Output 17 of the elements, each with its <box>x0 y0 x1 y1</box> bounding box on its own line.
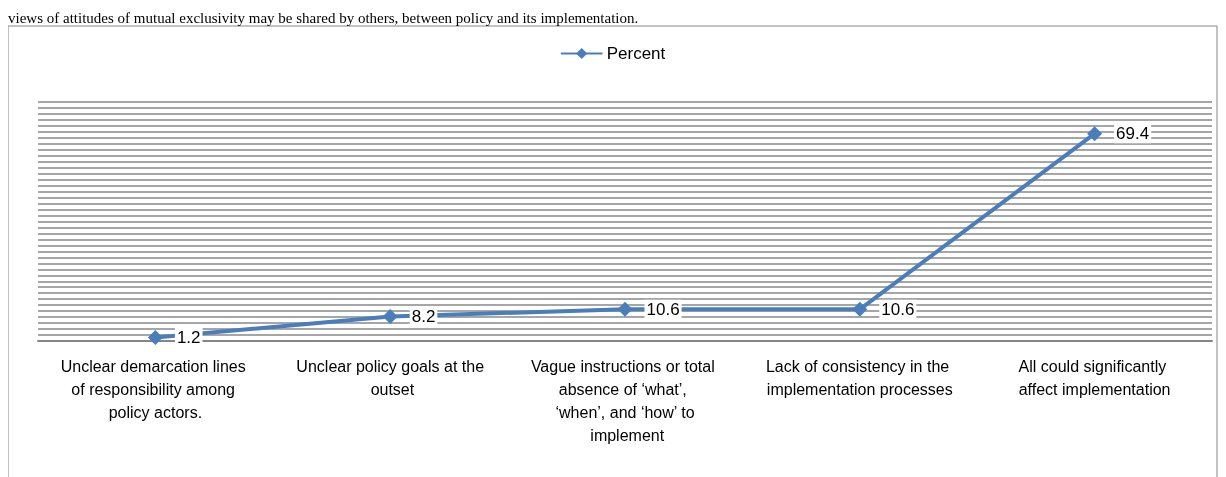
legend-label: Percent <box>606 44 666 63</box>
data-label: 10.6 <box>881 299 915 319</box>
data-label: 8.2 <box>411 307 436 326</box>
data-label: 69.4 <box>1116 124 1150 144</box>
x-tick-label: Unclear demarcation lines of responsibility among policy actors. <box>60 358 251 421</box>
point <box>852 301 868 317</box>
x-tick-label: All could significantly affect implementation <box>1018 358 1171 398</box>
point <box>147 329 163 345</box>
data-label: 10.6 <box>646 299 680 319</box>
x-tick-label: Vague instructions or total absence of ‘what’, ‘when’, and ‘how’ to implement <box>530 358 720 444</box>
x-tick-label: Unclear policy goals at the outset <box>296 358 485 398</box>
point <box>617 301 633 317</box>
point <box>1087 126 1103 142</box>
text: views of attitudes of mutual exclusivity may be shared by others, between policy and its implementation. <box>8 9 639 26</box>
x-tick-label: Lack of consistency in the implementation processes <box>765 358 954 398</box>
point <box>382 309 398 324</box>
data-label: 1.2 <box>176 327 201 347</box>
